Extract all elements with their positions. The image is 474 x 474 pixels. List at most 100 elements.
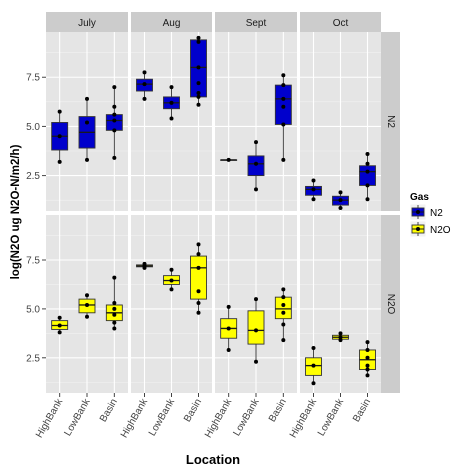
data-point — [254, 328, 258, 333]
data-point — [169, 85, 174, 90]
data-point — [365, 183, 370, 188]
data-point — [57, 330, 62, 335]
x-axis-title: Location — [186, 452, 240, 467]
data-point — [281, 122, 286, 127]
y-axis-title: log(N2O ug N2O-N/m2/h) — [10, 144, 22, 279]
data-point — [85, 96, 89, 101]
data-point — [57, 109, 62, 114]
data-point — [254, 297, 258, 302]
data-point — [338, 338, 343, 343]
data-point — [57, 159, 62, 164]
data-point — [196, 265, 201, 270]
data-point — [281, 338, 286, 343]
data-point — [112, 320, 117, 325]
data-point — [112, 312, 117, 317]
data-point — [281, 104, 286, 109]
data-point — [311, 346, 316, 351]
data-point — [196, 35, 201, 40]
legend-key-point — [416, 227, 420, 231]
data-point — [85, 120, 89, 125]
facet-label-column: July — [78, 18, 96, 29]
data-point — [254, 359, 258, 364]
data-point — [85, 314, 89, 319]
data-point — [196, 252, 201, 257]
data-point — [196, 310, 201, 315]
data-point — [365, 355, 370, 360]
data-point — [169, 287, 174, 292]
data-point — [226, 347, 231, 352]
x-tick-label: Basin — [267, 397, 289, 424]
data-point — [142, 96, 147, 101]
data-point — [196, 94, 201, 99]
data-point — [254, 161, 258, 166]
data-point — [142, 261, 147, 266]
x-tick-label: HighBank — [34, 396, 66, 440]
data-point — [226, 326, 231, 331]
facet-label-row: N2O — [385, 294, 396, 315]
data-point — [281, 302, 286, 307]
data-point — [281, 295, 286, 300]
x-tick-label: LowBank — [63, 396, 94, 438]
facet-label-column: Oct — [333, 18, 349, 29]
data-point — [112, 275, 117, 280]
y-tick-label: 5.0 — [26, 122, 40, 133]
data-point — [281, 310, 286, 315]
data-point — [311, 363, 316, 368]
data-point — [112, 155, 117, 160]
data-point — [196, 301, 201, 306]
data-point — [311, 197, 316, 202]
data-point — [311, 178, 316, 183]
data-point — [338, 206, 343, 211]
facet-strip-column — [46, 12, 128, 32]
facet-strip-row — [381, 32, 400, 211]
data-point — [365, 169, 370, 174]
data-point — [57, 315, 62, 320]
box-iqr — [274, 296, 292, 320]
data-point — [196, 289, 201, 294]
data-point — [112, 112, 117, 117]
x-tick-label: Basin — [351, 397, 373, 424]
data-point — [338, 335, 343, 340]
data-point — [311, 187, 316, 192]
data-point — [365, 373, 370, 378]
data-point — [142, 82, 147, 87]
legend-key-point — [416, 210, 420, 214]
data-point — [281, 96, 286, 101]
data-point — [254, 140, 258, 145]
facet-strip-row — [381, 215, 400, 393]
x-tick-label: Basin — [182, 397, 204, 424]
data-point — [365, 363, 370, 368]
x-tick-label: LowBank — [232, 396, 263, 438]
data-point — [112, 301, 117, 306]
y-tick-label: 2.5 — [26, 171, 40, 182]
data-point — [365, 367, 370, 372]
facet-label-column: Aug — [163, 18, 181, 29]
data-point — [196, 242, 201, 247]
data-point — [196, 102, 201, 107]
data-point — [338, 190, 343, 195]
data-point — [142, 70, 147, 75]
data-point — [85, 302, 89, 307]
data-point — [365, 197, 370, 202]
box-iqr — [359, 165, 376, 186]
y-tick-label: 2.5 — [26, 353, 40, 364]
x-tick-label: Basin — [98, 397, 120, 424]
x-tick-label: HighBank — [288, 396, 320, 440]
data-point — [112, 104, 117, 109]
x-tick-label: LowBank — [147, 396, 178, 438]
data-point — [365, 340, 370, 345]
data-point — [112, 85, 117, 90]
data-point — [196, 65, 201, 70]
facet-strip-column — [215, 12, 297, 32]
legend-entry-label: N2 — [430, 208, 443, 219]
y-tick-label: 7.5 — [26, 255, 40, 266]
data-point — [57, 323, 62, 328]
y-tick-label: 7.5 — [26, 73, 40, 84]
data-point — [112, 306, 117, 311]
data-point — [196, 81, 201, 86]
data-point — [365, 151, 370, 156]
facet-strip-column — [300, 12, 381, 32]
box-iqr — [247, 310, 265, 345]
